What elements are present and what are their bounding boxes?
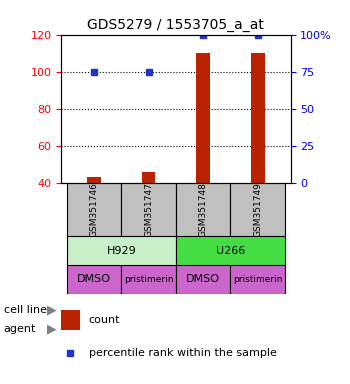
Text: GSM351747: GSM351747: [144, 182, 153, 237]
Text: DMSO: DMSO: [186, 275, 220, 285]
Bar: [61, 310, 79, 329]
Bar: [121, 183, 176, 236]
Bar: [87, 177, 101, 183]
Text: GSM351749: GSM351749: [253, 182, 262, 237]
Text: pristimerin: pristimerin: [124, 275, 173, 284]
Bar: [196, 53, 210, 183]
Bar: [142, 172, 155, 183]
Title: GDS5279 / 1553705_a_at: GDS5279 / 1553705_a_at: [88, 18, 264, 32]
Text: percentile rank within the sample: percentile rank within the sample: [89, 348, 276, 358]
Text: agent: agent: [4, 324, 36, 334]
Bar: [67, 265, 121, 294]
Bar: [67, 236, 176, 265]
Bar: [176, 236, 285, 265]
Text: GSM351748: GSM351748: [199, 182, 208, 237]
Bar: [230, 183, 285, 236]
Bar: [176, 183, 230, 236]
Text: ▶: ▶: [47, 323, 57, 336]
Bar: [67, 183, 121, 236]
Text: count: count: [89, 315, 120, 325]
Bar: [230, 265, 285, 294]
Text: DMSO: DMSO: [77, 275, 111, 285]
Bar: [251, 53, 265, 183]
Text: U266: U266: [216, 246, 245, 256]
Text: pristimerin: pristimerin: [233, 275, 282, 284]
Text: GSM351746: GSM351746: [90, 182, 98, 237]
Bar: [121, 265, 176, 294]
Text: ▶: ▶: [47, 304, 57, 317]
Bar: [176, 265, 230, 294]
Text: cell line: cell line: [4, 305, 47, 315]
Text: H929: H929: [106, 246, 136, 256]
